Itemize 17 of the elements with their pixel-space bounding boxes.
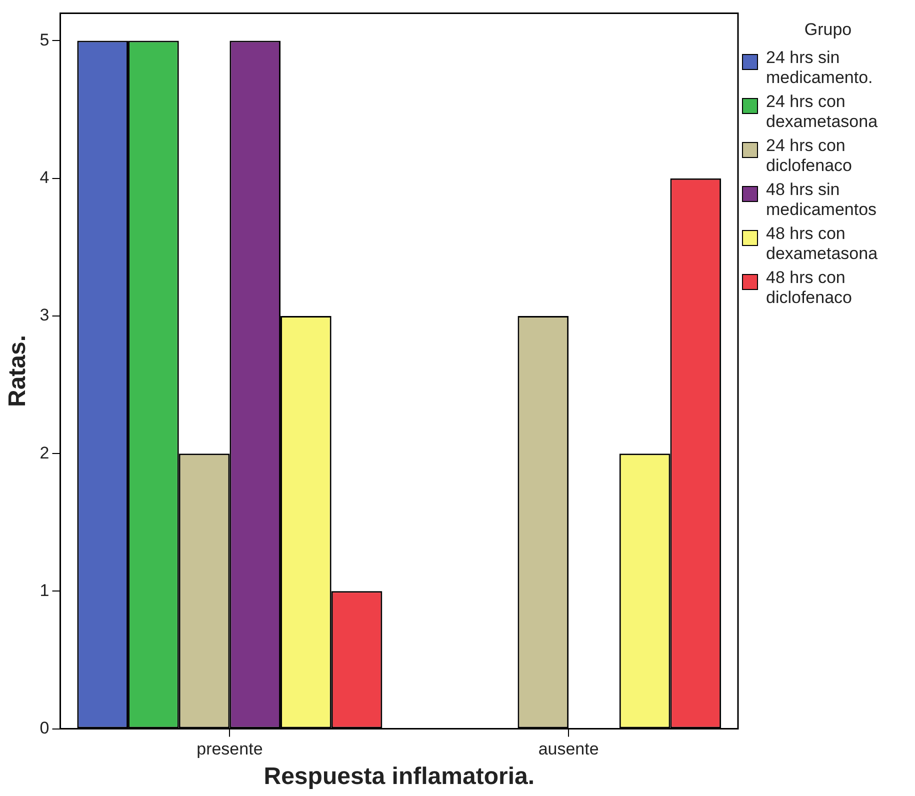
legend-label: 48 hrs sin medicamentos xyxy=(766,180,878,220)
y-axis-title: Ratas. xyxy=(4,334,32,408)
y-tick-label: 0 xyxy=(40,718,50,738)
y-tick-label: 1 xyxy=(40,580,50,600)
y-tick-label: 2 xyxy=(40,443,50,462)
x-tick-label: ausente xyxy=(538,740,599,759)
y-tick-label: 5 xyxy=(40,30,50,50)
legend-label: 48 hrs con diclofenaco xyxy=(766,268,854,308)
legend-title: Grupo xyxy=(803,20,853,40)
y-tick-label: 4 xyxy=(40,168,50,188)
legend-label: 24 hrs con diclofenaco xyxy=(766,136,854,176)
x-tick-label: presente xyxy=(196,740,263,759)
x-axis-title: Respuesta inflamatoria. xyxy=(264,763,534,790)
legend-label: 24 hrs con dexametasona xyxy=(766,92,879,132)
y-tick-label: 3 xyxy=(40,306,50,325)
legend-label: 48 hrs con dexametasona xyxy=(766,224,879,264)
legend-label: 24 hrs sin medicamento. xyxy=(766,48,874,88)
